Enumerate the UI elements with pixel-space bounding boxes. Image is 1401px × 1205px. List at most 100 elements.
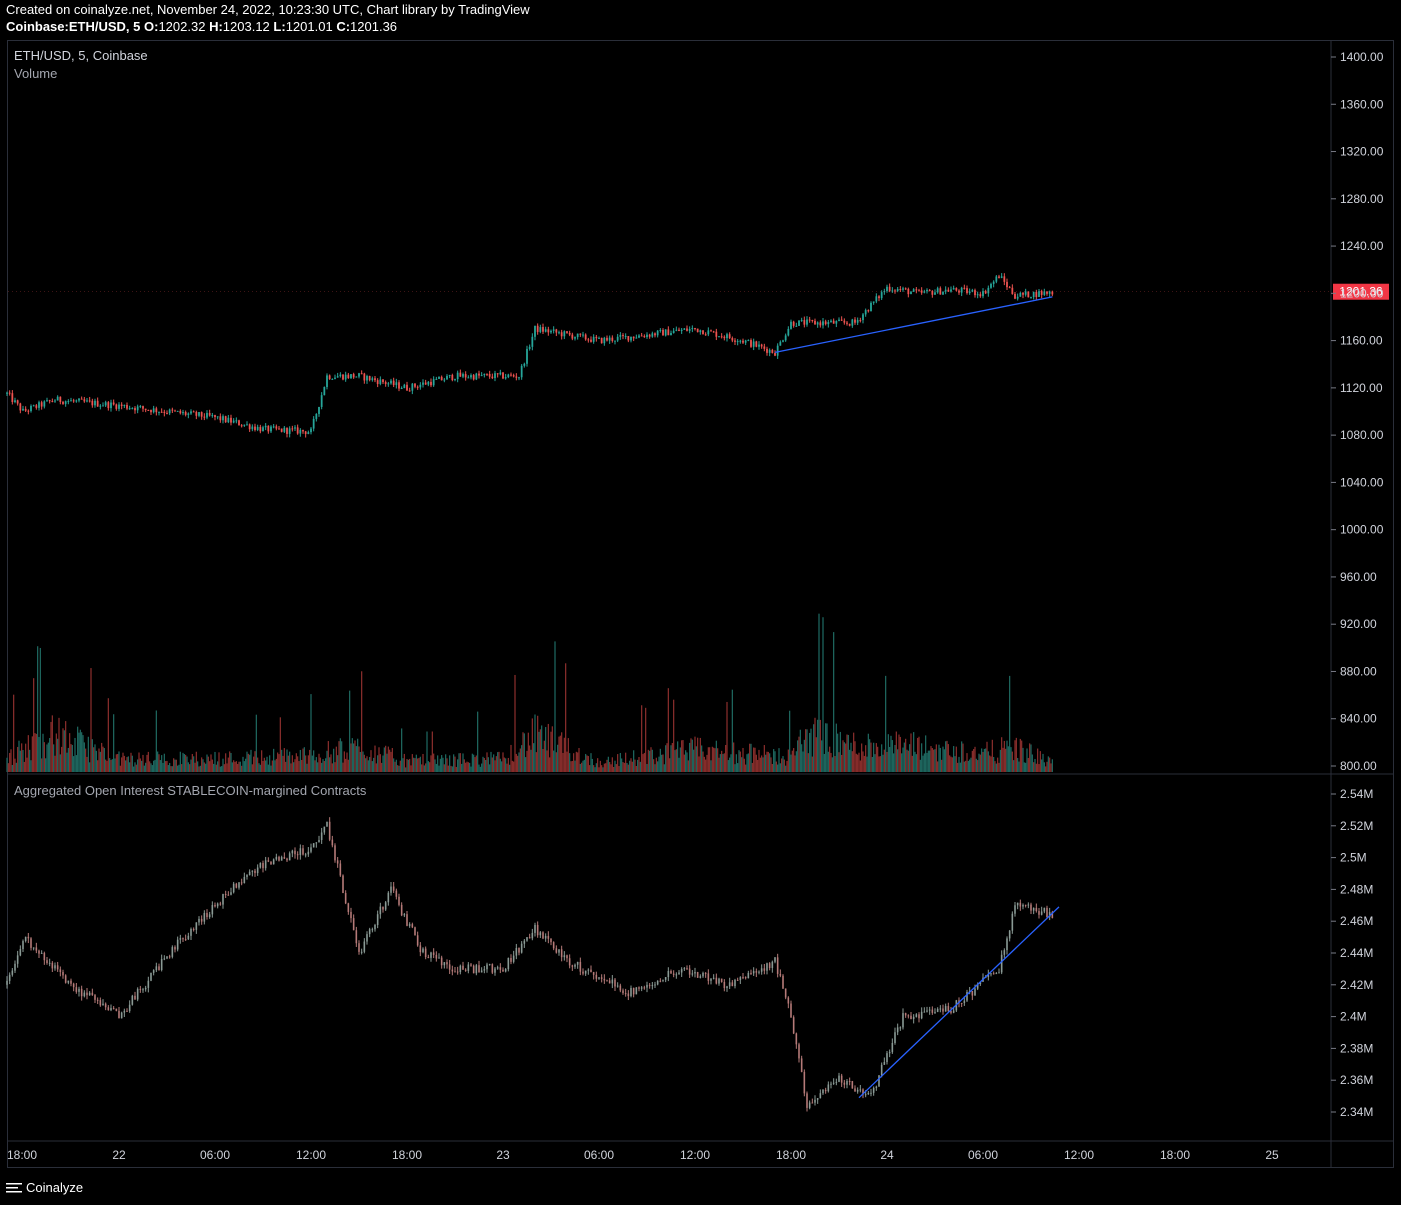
- volume-bar: [443, 764, 445, 772]
- volume-bar: [806, 729, 808, 772]
- oi-candle-body: [595, 974, 598, 979]
- price-candle-body: [352, 374, 355, 378]
- oi-candle-body: [627, 993, 630, 997]
- price-candle-body: [888, 286, 891, 291]
- oi-candle-body: [134, 995, 136, 1000]
- price-candle-body: [814, 320, 816, 325]
- volume-bar: [631, 761, 633, 772]
- oi-candle-body: [486, 964, 488, 970]
- price-candle-body: [168, 409, 171, 414]
- oi-candle-body: [278, 856, 280, 861]
- price-tick-label: 1280.00: [1340, 192, 1384, 206]
- oi-candle-body: [664, 977, 667, 980]
- volume-bar: [498, 751, 500, 772]
- volume-bar: [654, 764, 656, 772]
- volume-bar: [377, 755, 379, 772]
- price-candle-body: [846, 322, 848, 324]
- volume-bar: [177, 765, 179, 772]
- oi-candle-body: [987, 974, 990, 978]
- volume-bar: [109, 758, 111, 772]
- volume-bar: [698, 756, 700, 772]
- volume-bar: [769, 753, 771, 772]
- volume-bar: [990, 756, 992, 772]
- price-candle-body: [294, 427, 296, 429]
- volume-bar: [434, 759, 436, 772]
- volume-bar: [27, 735, 29, 772]
- volume-bar: [799, 729, 801, 772]
- footer-logo[interactable]: Coinalyze: [6, 1180, 83, 1195]
- volume-bar: [337, 755, 339, 772]
- volume-bar: [587, 756, 589, 772]
- price-candle-body: [902, 288, 904, 290]
- volume-bar: [966, 753, 968, 772]
- volume-bar: [503, 757, 505, 772]
- oi-candle-body: [1016, 902, 1019, 906]
- price-candle-body: [160, 411, 163, 413]
- oi-candle-body: [435, 954, 438, 959]
- volume-bar: [809, 732, 811, 772]
- price-candle-body: [840, 319, 843, 321]
- volume-bar: [54, 755, 56, 772]
- price-candle-body: [480, 375, 483, 377]
- volume-bar: [559, 735, 561, 772]
- price-candle-body: [443, 379, 446, 381]
- volume-bar: [25, 743, 27, 772]
- oi-pane-title[interactable]: Aggregated Open Interest STABLECOIN-marg…: [14, 783, 367, 798]
- volume-bar: [985, 748, 987, 772]
- oi-candle-body: [414, 927, 416, 936]
- volume-bar: [202, 759, 204, 772]
- volume-bar: [291, 755, 293, 772]
- oi-candle-body: [259, 862, 262, 868]
- volume-bar: [91, 739, 93, 772]
- volume-bar: [711, 746, 713, 772]
- oi-candle-body: [758, 971, 760, 973]
- volume-bar: [755, 754, 757, 772]
- price-candle-body: [424, 382, 427, 385]
- oi-candle-body: [366, 934, 368, 942]
- oi-candle-body: [910, 1015, 912, 1020]
- volume-bar: [710, 760, 712, 772]
- volume-bar: [1041, 759, 1043, 772]
- oi-candle-body: [294, 850, 296, 855]
- volume-bar: [474, 757, 476, 772]
- price-candle-body: [678, 329, 680, 331]
- volume-bar: [451, 766, 453, 772]
- oi-candle-body: [862, 1089, 864, 1095]
- oi-candle-body: [899, 1027, 902, 1029]
- price-trendline: [774, 296, 1053, 354]
- volume-bar: [365, 758, 367, 772]
- volume-bar: [911, 755, 913, 772]
- price-candle-body: [99, 405, 102, 407]
- oi-candle-body: [875, 1086, 878, 1088]
- oi-candle-body: [67, 980, 70, 983]
- volume-bar: [261, 750, 263, 772]
- volume-bar: [567, 738, 569, 772]
- volume-bar: [146, 754, 148, 772]
- volume-pane-title[interactable]: Volume: [14, 66, 58, 81]
- oi-candle-body: [379, 906, 382, 915]
- oi-candle-body: [163, 958, 166, 960]
- volume-bar: [223, 764, 225, 772]
- price-candle-body: [622, 335, 624, 337]
- volume-bar: [319, 757, 321, 772]
- oi-candle-body: [926, 1010, 928, 1012]
- volume-bar: [825, 723, 827, 772]
- price-candle-body: [539, 327, 542, 332]
- oi-candle-body: [280, 857, 283, 861]
- price-pane-title[interactable]: ETH/USD, 5, Coinbase: [14, 48, 148, 63]
- oi-candle-body: [819, 1093, 822, 1099]
- volume-bar: [791, 750, 793, 772]
- volume-bar: [658, 756, 660, 772]
- volume-bar: [289, 751, 291, 772]
- oi-candle-body: [56, 965, 59, 970]
- price-candle-body: [272, 426, 275, 428]
- close-label: C:: [336, 19, 351, 34]
- price-candle-body: [518, 377, 520, 379]
- volume-bar: [49, 738, 51, 772]
- volume-bar: [591, 758, 593, 772]
- volume-bar: [655, 757, 657, 772]
- volume-bar: [875, 743, 877, 772]
- volume-bar: [283, 748, 285, 772]
- open-interest-pane: [6, 817, 1060, 1112]
